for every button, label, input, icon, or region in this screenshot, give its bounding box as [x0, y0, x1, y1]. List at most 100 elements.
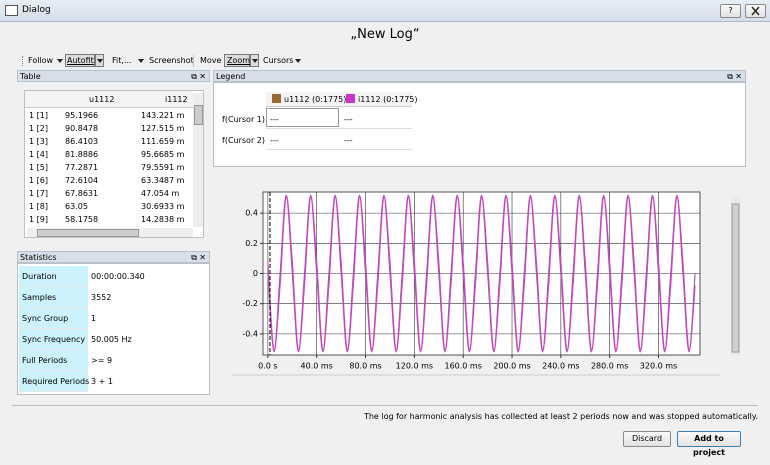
- panel-header: Table ⧉ ✕: [17, 70, 210, 82]
- fit-button[interactable]: Fit,...: [112, 56, 132, 65]
- cell: 127.515 m: [141, 124, 185, 133]
- float-icon[interactable]: ⧉: [191, 253, 197, 262]
- add-button[interactable]: Add to project: [677, 431, 741, 457]
- row-header: 1 [1]: [29, 111, 48, 120]
- x-tick-label: 320.0 ms: [640, 362, 677, 371]
- legend-row: [266, 129, 412, 150]
- window-icon: [5, 5, 18, 16]
- stat-label: Full Periods: [22, 356, 68, 365]
- zoom-menu[interactable]: [250, 54, 259, 67]
- y-tick-label: 0.4: [245, 209, 258, 218]
- autofit-menu[interactable]: [95, 54, 104, 67]
- cell: ---: [344, 115, 353, 124]
- dropdown-arrow[interactable]: [57, 59, 63, 63]
- cell: 111.659 m: [141, 137, 185, 146]
- stat-value: 3 + 1: [91, 377, 113, 386]
- close-button[interactable]: [745, 4, 766, 18]
- stat-label: Sync Group: [22, 314, 69, 323]
- cell: 63.05: [65, 202, 88, 211]
- window-title: Dialog: [22, 5, 51, 15]
- v-scrollbar[interactable]: [193, 93, 203, 227]
- cursors-button[interactable]: Cursors: [263, 56, 294, 65]
- panel-header: Statistics ⧉ ✕: [17, 251, 210, 263]
- x-tick-label: 120.0 ms: [396, 362, 433, 371]
- scroll-thumb[interactable]: [194, 105, 203, 125]
- cell: 95.6685 m: [141, 150, 185, 159]
- legend-header: [266, 92, 412, 107]
- series-line: [267, 195, 696, 352]
- heading: „New Log“: [350, 27, 420, 42]
- row-header: 1 [9]: [29, 215, 48, 224]
- cell: 58.1758: [65, 215, 99, 224]
- cell: 67.8631: [65, 189, 99, 198]
- separator: [193, 55, 194, 67]
- cell-focus: [266, 108, 339, 127]
- stat-value: 3552: [91, 293, 112, 302]
- row-header: 1 [4]: [29, 150, 48, 159]
- stat-label: Samples: [22, 293, 57, 302]
- zoom-button[interactable]: [224, 54, 250, 67]
- legend-label: u1112 (0:1775): [284, 95, 347, 104]
- stat-label-cell: [19, 287, 88, 308]
- stat-value: 00:00:00.340: [91, 272, 145, 281]
- close-icon[interactable]: ✕: [199, 72, 206, 81]
- title-bar: [0, 0, 770, 22]
- x-tick-label: 200.0 ms: [493, 362, 530, 371]
- stat-label-cell: [19, 371, 88, 392]
- cell: 77.2871: [65, 163, 99, 172]
- separator: [12, 405, 758, 406]
- follow-button[interactable]: Follow: [28, 56, 54, 65]
- autofit-button[interactable]: [65, 54, 95, 67]
- legend-row: [266, 108, 412, 129]
- discard-button[interactable]: Discard: [623, 431, 671, 447]
- dropdown-arrow[interactable]: [295, 59, 301, 63]
- stat-value: 1: [91, 314, 97, 323]
- cell: ---: [270, 136, 279, 145]
- row-label: f(Cursor 2): [222, 136, 265, 145]
- scroll-thumb[interactable]: [731, 203, 740, 353]
- legend-panel: u1112 (0:1775) i1112 (0:1775) f(Cursor 1) -…: [213, 82, 746, 167]
- help-button[interactable]: ?: [720, 4, 741, 18]
- close-icon[interactable]: ✕: [199, 253, 206, 262]
- cell: 47.054 m: [141, 189, 180, 198]
- cell: 86.4103: [65, 137, 99, 146]
- cell: 90.8478: [65, 124, 99, 133]
- x-tick-label: 0.0 s: [258, 362, 277, 371]
- panel-title: Statistics: [20, 253, 57, 262]
- stat-label-cell: [19, 329, 88, 350]
- cell: 14.2838 m: [141, 215, 185, 224]
- dropdown-arrow[interactable]: [138, 59, 144, 63]
- y-tick-label: -0.2: [242, 299, 258, 308]
- legend-swatch: [272, 94, 281, 103]
- x-tick-label: 80.0 ms: [349, 362, 381, 371]
- scroll-thumb[interactable]: [37, 229, 139, 237]
- status-message: The log for harmonic analysis has collec…: [363, 412, 758, 421]
- cell: 30.6933 m: [141, 202, 185, 211]
- column-header: i1112: [165, 95, 188, 104]
- y-tick-label: 0: [253, 269, 258, 278]
- stat-label-cell: [19, 266, 88, 287]
- legend-label: i1112 (0:1775): [358, 95, 418, 104]
- move-button[interactable]: Move: [200, 56, 222, 65]
- float-icon[interactable]: ⧉: [191, 72, 197, 81]
- cell: 72.6104: [65, 176, 99, 185]
- stat-label-cell: [19, 308, 88, 329]
- row-header: 1 [7]: [29, 189, 48, 198]
- close-icon[interactable]: ✕: [735, 72, 742, 81]
- stat-label: Duration: [22, 272, 57, 281]
- data-table: u1112 i1112 1 [1] 95.1966 143.221 m 1 [2] 90.8…: [24, 90, 204, 238]
- close-icon: [751, 6, 760, 16]
- stat-value: 50.005 Hz: [91, 335, 132, 344]
- x-tick-label: 240.0 ms: [542, 362, 579, 371]
- panel-header: Legend ⧉ ✕: [213, 70, 746, 82]
- h-scrollbar[interactable]: [27, 228, 193, 237]
- stat-value: >= 9: [91, 356, 113, 365]
- column-header: u1112: [89, 95, 115, 104]
- screenshot-button[interactable]: Screenshot: [149, 56, 194, 65]
- row-header: 1 [8]: [29, 202, 48, 211]
- float-icon[interactable]: ⧉: [727, 72, 733, 81]
- y-tick-label: -0.4: [242, 329, 258, 338]
- toolbar-grip: [22, 56, 24, 66]
- x-tick-label: 280.0 ms: [591, 362, 628, 371]
